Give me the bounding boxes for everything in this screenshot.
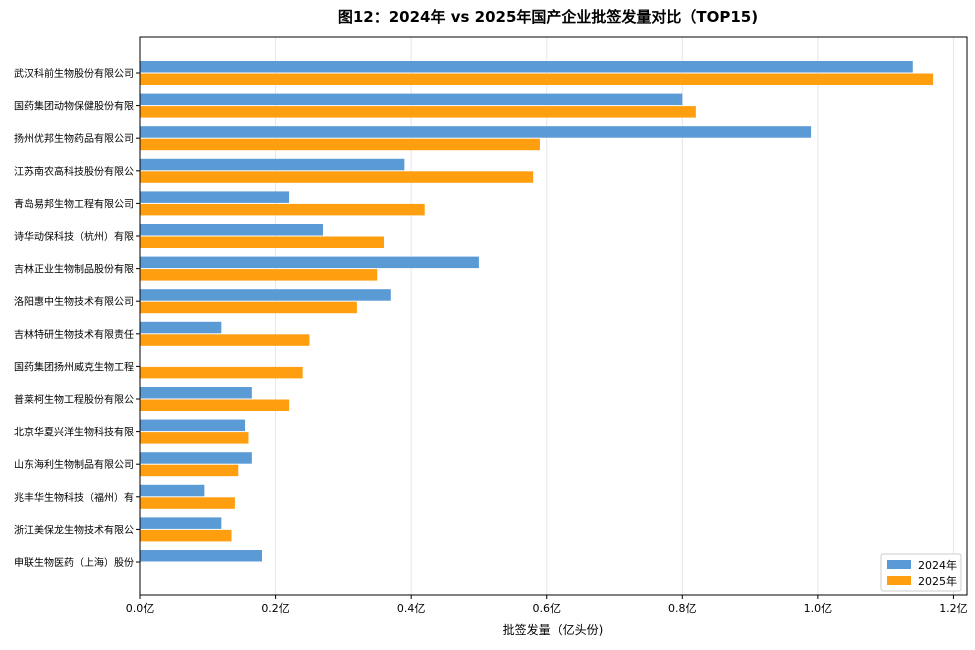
bar-2024 bbox=[140, 452, 252, 464]
plot-frame bbox=[139, 36, 968, 596]
bar-2024 bbox=[140, 224, 324, 236]
category-label: 吉林特研生物技术有限责任 bbox=[14, 328, 134, 341]
category-label: 浙江美保龙生物技术有限公 bbox=[14, 523, 134, 536]
bar-2025 bbox=[140, 497, 235, 509]
category-label: 武汉科前生物股份有限公司 bbox=[14, 67, 134, 80]
category-label: 国药集团动物保健股份有限 bbox=[14, 100, 134, 113]
category-label: 兆丰华生物科技（福州）有 bbox=[14, 491, 134, 504]
bar-2024 bbox=[140, 61, 913, 73]
category-label: 申联生物医药（上海）股份 bbox=[14, 556, 134, 569]
category-label: 洛阳惠中生物技术有限公司 bbox=[14, 295, 134, 308]
chart-title: 图12：2024年 vs 2025年国产企业批签发量对比（TOP15) bbox=[338, 8, 758, 26]
category-label: 国药集团扬州威克生物工程 bbox=[14, 360, 134, 373]
bar-2024 bbox=[140, 289, 391, 301]
gridlines bbox=[139, 37, 954, 595]
category-label: 诗华动保科技（杭州）有限 bbox=[14, 230, 134, 243]
y-axis: 武汉科前生物股份有限公司国药集团动物保健股份有限扬州优邦生物药品有限公司江苏南农… bbox=[14, 67, 140, 569]
category-label: 吉林正业生物制品股份有限 bbox=[14, 263, 134, 276]
bar-2024 bbox=[140, 93, 683, 106]
x-tick-label: 0.8亿 bbox=[668, 602, 697, 615]
bar-2025 bbox=[140, 106, 696, 118]
bar-2025 bbox=[140, 138, 540, 151]
bar-2024 bbox=[140, 550, 263, 562]
category-label: 山东海利生物制品有限公司 bbox=[14, 458, 134, 471]
bar-2024 bbox=[140, 321, 222, 334]
x-axis: 0.0亿 0.2亿 0.4亿 0.6亿 0.8亿 1.0亿 1.2亿 bbox=[126, 595, 968, 615]
bar-2024 bbox=[140, 517, 222, 529]
bar-2025 bbox=[140, 432, 249, 444]
bar-2025 bbox=[140, 236, 385, 248]
category-label: 北京华夏兴洋生物科技有限 bbox=[14, 426, 134, 439]
bar-2025 bbox=[140, 334, 310, 346]
legend-label: 2024年 bbox=[918, 558, 957, 572]
legend-label: 2025年 bbox=[918, 574, 957, 588]
x-tick-label: 0.6亿 bbox=[532, 602, 561, 615]
bar-2025 bbox=[140, 203, 425, 216]
legend-swatch bbox=[887, 560, 911, 569]
x-tick-label: 1.2亿 bbox=[939, 602, 968, 615]
bar-2024 bbox=[140, 387, 252, 399]
bar-2024 bbox=[140, 126, 812, 138]
bar-2025 bbox=[140, 73, 934, 85]
bar-2024 bbox=[140, 484, 205, 497]
category-label: 普莱柯生物工程股份有限公 bbox=[14, 393, 134, 406]
x-tick-label: 0.4亿 bbox=[397, 602, 426, 615]
category-label: 江苏南农高科技股份有限公 bbox=[14, 165, 134, 178]
x-tick-label: 1.0亿 bbox=[804, 602, 833, 615]
x-tick-label: 0.2亿 bbox=[261, 602, 290, 615]
bar-2025 bbox=[140, 269, 378, 281]
bar-2025 bbox=[140, 171, 534, 183]
bar-2024 bbox=[140, 419, 246, 432]
bars bbox=[140, 61, 934, 562]
x-tick-label: 0.0亿 bbox=[126, 602, 155, 615]
bar-2024 bbox=[140, 191, 290, 203]
bar-2025 bbox=[140, 301, 357, 314]
x-axis-label: 批签发量（亿头份) bbox=[503, 622, 604, 637]
category-label: 青岛易邦生物工程有限公司 bbox=[14, 197, 134, 210]
legend-swatch bbox=[887, 576, 911, 585]
bar-2025 bbox=[140, 529, 232, 542]
bar-2025 bbox=[140, 366, 303, 379]
legend: 2024年 2025年 bbox=[880, 553, 962, 592]
bar-2025 bbox=[140, 399, 290, 411]
bar-2025 bbox=[140, 464, 239, 477]
category-label: 扬州优邦生物药品有限公司 bbox=[14, 132, 134, 145]
bar-2024 bbox=[140, 158, 405, 171]
bar-2024 bbox=[140, 256, 479, 269]
